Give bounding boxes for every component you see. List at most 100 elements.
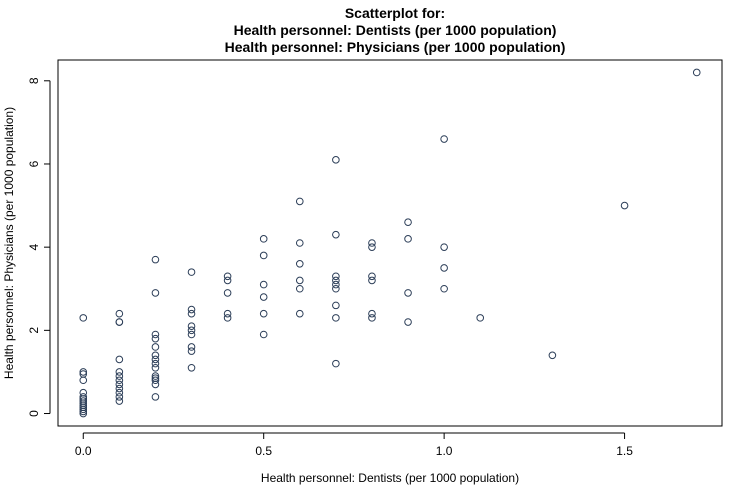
data-point [259, 235, 268, 243]
data-point [151, 380, 160, 389]
data-point [223, 276, 232, 285]
data-point [151, 334, 160, 343]
data-point [332, 359, 340, 368]
data-point [368, 314, 376, 322]
data-point [151, 255, 160, 264]
y-axis-label: Health personnel: Physicians (per 1000 p… [2, 107, 16, 379]
data-point [79, 368, 88, 376]
x-tick-label: 0.5 [255, 444, 272, 458]
data-point [151, 372, 160, 380]
data-point [151, 363, 160, 372]
data-point [151, 355, 160, 364]
data-point [115, 393, 124, 401]
x-tick-label: 1.0 [436, 444, 453, 458]
data-point [332, 230, 340, 239]
data-point [151, 343, 160, 351]
plot-frame [57, 59, 723, 427]
data-point [548, 351, 557, 360]
data-point [115, 376, 124, 385]
data-point [440, 284, 448, 293]
x-axis-label: Health personnel: Dentists (per 1000 pop… [261, 471, 519, 485]
data-point [151, 289, 160, 297]
data-point [404, 289, 412, 297]
data-point [187, 363, 196, 372]
data-point [295, 259, 304, 268]
data-point [368, 239, 376, 247]
data-point [368, 309, 376, 318]
data-point [187, 347, 196, 355]
data-point [187, 343, 196, 351]
data-point [332, 276, 340, 285]
data-point [295, 309, 304, 318]
data-point [332, 280, 340, 289]
data-point [259, 330, 268, 339]
chart-title-line-2: Health personnel: Dentists (per 1000 pop… [234, 22, 557, 38]
data-point [223, 314, 232, 322]
data-point [187, 326, 196, 335]
data-point [187, 268, 196, 276]
data-point [440, 243, 448, 251]
data-point [187, 305, 196, 314]
data-point [151, 351, 160, 360]
data-point [259, 309, 268, 318]
data-point [368, 272, 376, 281]
data-point [187, 309, 196, 318]
data-point [368, 243, 376, 251]
y-tick-label: 4 [27, 244, 41, 251]
data-point [295, 197, 304, 206]
data-point [295, 239, 304, 247]
data-point [115, 309, 124, 318]
data-point [440, 264, 448, 272]
x-tick-label: 1.5 [616, 444, 633, 458]
data-point [332, 284, 340, 293]
y-axis: 0 2 4 6 8 [27, 77, 51, 417]
data-point [295, 276, 304, 285]
data-point [223, 309, 232, 318]
data-point [692, 68, 701, 77]
y-tick-label: 6 [27, 160, 41, 167]
data-point [79, 407, 88, 416]
data-point [476, 314, 485, 322]
data-point [151, 359, 160, 368]
data-point [332, 314, 340, 322]
data-point [187, 322, 196, 330]
data-point [79, 409, 88, 418]
data-point [295, 284, 304, 293]
data-points [79, 68, 701, 418]
data-point [115, 397, 124, 405]
data-point [115, 372, 124, 380]
data-point [115, 384, 124, 393]
data-point [115, 388, 124, 397]
y-tick-label: 0 [27, 410, 41, 417]
chart-title-line-1: Scatterplot for: [345, 5, 445, 21]
data-point [187, 330, 196, 339]
data-point [151, 376, 160, 385]
data-point [151, 393, 160, 401]
data-point [115, 355, 124, 364]
data-point [223, 272, 232, 281]
data-point [368, 276, 376, 285]
data-point [332, 156, 340, 164]
data-point [79, 314, 88, 322]
data-point [332, 301, 340, 310]
data-point [259, 251, 268, 260]
data-point [404, 318, 412, 326]
x-axis: 0.0 0.5 1.0 1.5 [75, 432, 633, 458]
data-point [151, 330, 160, 339]
data-point [223, 289, 232, 297]
data-point [115, 368, 124, 376]
data-point [440, 135, 448, 143]
data-point [404, 235, 412, 243]
data-point [115, 380, 124, 389]
data-point [332, 272, 340, 281]
data-point [79, 376, 88, 385]
data-point [259, 293, 268, 301]
y-tick-label: 2 [27, 327, 41, 334]
data-point [115, 318, 124, 326]
data-point [404, 218, 412, 227]
data-point [620, 201, 629, 210]
data-point [259, 280, 268, 289]
chart-title-line-3: Health personnel: Physicians (per 1000 p… [225, 39, 566, 55]
x-tick-label: 0.0 [75, 444, 92, 458]
